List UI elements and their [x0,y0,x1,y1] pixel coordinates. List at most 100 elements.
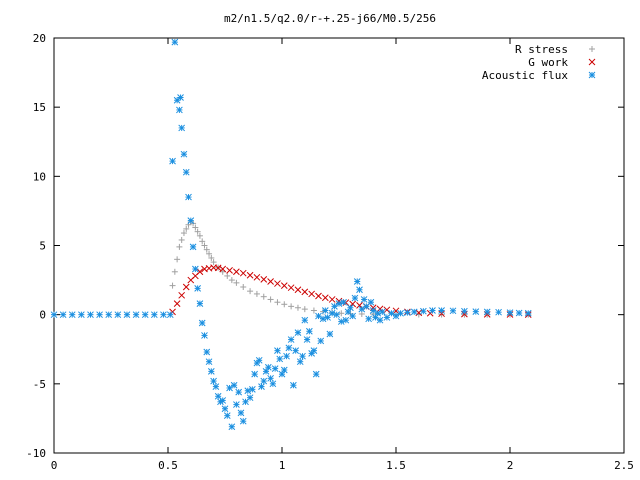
data-point [429,307,436,314]
x-tick-label: 1 [279,459,286,472]
data-point [132,311,140,319]
data-point [194,228,201,235]
data-point [87,311,94,319]
data-point [301,316,309,324]
data-point [182,283,190,291]
x-tick-label: 0 [51,459,58,472]
data-point [237,409,245,417]
data-point [233,279,240,286]
data-point [292,347,300,354]
data-point [288,303,295,310]
data-point [228,423,236,431]
data-point [294,286,302,294]
data-point [321,294,329,302]
data-point [203,348,211,356]
data-point [365,315,372,323]
data-point [274,347,281,354]
y-tick-label: -10 [26,447,46,460]
data-point [169,282,176,289]
data-point [333,311,341,319]
data-point [178,291,186,299]
data-point [299,352,306,360]
data-point [283,352,290,360]
data-point [201,332,208,339]
data-point [239,417,247,425]
data-point [192,265,199,273]
data-point [171,38,179,46]
data-point [221,405,229,413]
data-point [182,168,190,176]
data-point [246,394,254,402]
data-point [207,368,215,375]
data-point [267,296,274,303]
data-point [319,315,327,323]
x-tick-label: 0.5 [158,459,178,472]
data-point [349,312,357,320]
data-point [169,157,176,165]
data-point [59,311,67,319]
data-point [312,370,320,378]
data-point [255,356,263,364]
data-point [212,383,220,390]
y-tick-label: 15 [33,101,46,114]
data-point [360,296,368,303]
data-point [239,269,247,277]
data-point [287,284,295,292]
data-point [178,236,185,243]
data-point [219,268,226,275]
y-tick-label: 10 [33,170,46,183]
data-point [196,268,204,276]
data-point [397,309,404,317]
data-point [183,225,190,232]
data-point [308,290,315,298]
data-point [301,288,309,296]
data-point [230,381,238,389]
data-point [208,254,215,261]
data-point [356,286,363,294]
data-point [123,311,131,319]
data-point [105,311,113,319]
data-point [378,308,386,316]
data-point [219,397,227,404]
data-point [224,272,231,279]
data-point [244,387,252,395]
data-point [438,310,445,318]
data-point [278,370,286,378]
data-point [306,327,313,335]
data-point [326,330,334,338]
data-point [342,316,350,324]
legend-label: Acoustic flux [482,69,568,82]
data-point [285,344,293,352]
chart-title: m2/n1.5/q2.0/r-+.25-j66/M0.5/256 [224,12,436,25]
data-point [150,311,158,319]
data-point [472,308,480,315]
data-point [196,300,204,307]
data-point [199,238,206,245]
data-point [310,347,318,354]
data-point [176,106,183,114]
data-point [233,268,240,276]
legend-label: G work [528,56,568,69]
y-tick-label: -5 [33,378,46,391]
data-point [351,294,359,302]
data-point [438,307,445,314]
data-point [420,307,427,315]
data-point [240,284,247,290]
legend-label: R stress [515,43,568,56]
data-point [206,250,213,257]
data-point [353,278,361,285]
data-point [347,304,354,312]
data-point [280,366,288,374]
series-acoustic-flux [50,38,532,431]
data-point [189,243,197,251]
data-point [335,300,343,307]
y-tick-label: 20 [33,32,46,45]
data-point [276,355,284,363]
data-point [367,298,375,306]
data-point [178,124,186,132]
data-point [201,242,208,249]
data-point [274,280,281,287]
data-point [174,256,181,263]
data-point [328,296,336,303]
